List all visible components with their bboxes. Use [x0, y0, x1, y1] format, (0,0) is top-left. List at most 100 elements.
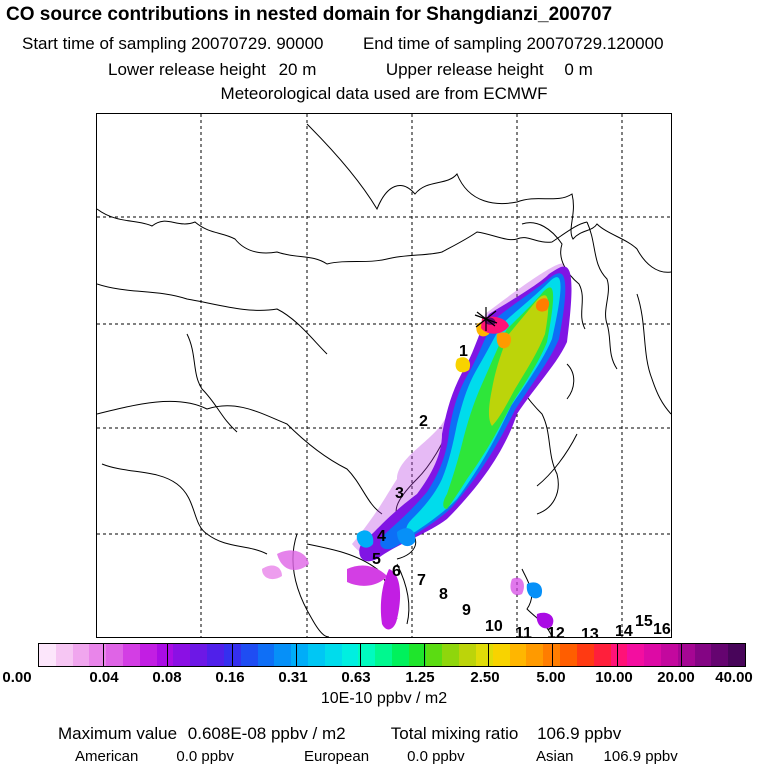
release-height-line: Lower release height 20 m Upper release …: [108, 60, 593, 80]
upper-height-value: 0 m: [564, 60, 593, 79]
color-scale-swatch: [728, 644, 745, 666]
color-scale-swatch: [157, 644, 173, 666]
end-time-value: 20070729.120000: [526, 34, 664, 53]
lower-height-value: 20 m: [278, 60, 317, 79]
scale-tick: 0.00: [2, 669, 32, 686]
color-scale-swatch: [325, 644, 342, 666]
color-scale-swatch: [678, 644, 695, 666]
scale-tick: 10.00: [595, 669, 633, 686]
color-scale-swatch: [442, 644, 459, 666]
color-scale-swatch: [627, 644, 644, 666]
total-mixing-label: Total mixing ratio: [390, 724, 519, 743]
color-scale-swatch: [258, 644, 274, 666]
asian-contribution: Asian 106.9 ppbv: [536, 748, 678, 765]
american-value: 0.0 ppbv: [176, 748, 234, 765]
segment-label: 13: [581, 626, 599, 637]
color-scale-swatch: [409, 644, 426, 666]
color-scale-swatch: [661, 644, 678, 666]
color-scale-swatch: [493, 644, 510, 666]
segment-label: 4: [377, 528, 386, 545]
segment-label: 6: [392, 563, 401, 580]
european-label: European: [304, 748, 370, 765]
color-scale-swatch: [106, 644, 123, 666]
receptor-site-marker: [474, 307, 498, 331]
map-frame: 1 2 3 4 5 6 7 8 9 10 11 12 13 14 15 16: [96, 113, 672, 638]
color-scale-swatch: [526, 644, 543, 666]
scale-tick: 2.50: [470, 669, 500, 686]
color-scale-swatch: [140, 644, 157, 666]
scale-tick: 40.00: [715, 669, 753, 686]
color-scale-divider: [488, 644, 489, 666]
color-scale-swatch: [308, 644, 325, 666]
color-scale-swatch: [358, 644, 375, 666]
map-title: CO source contributions in nested domain…: [6, 4, 613, 25]
concentration-plume: [262, 263, 572, 630]
american-contribution: American 0.0 ppbv: [75, 748, 234, 765]
total-mixing-value: 106.9 ppbv: [537, 724, 622, 743]
segment-label: 2: [419, 413, 428, 430]
color-scale-swatch: [173, 644, 190, 666]
color-scale-swatch: [89, 644, 106, 666]
color-scale-swatch: [342, 644, 358, 666]
color-scale-swatch: [123, 644, 140, 666]
asian-label: Asian: [536, 748, 574, 765]
color-scale-swatch: [207, 644, 224, 666]
color-scale-divider: [617, 644, 618, 666]
segment-label: 9: [462, 602, 471, 619]
european-value: 0.0 ppbv: [407, 748, 465, 765]
scale-tick: 5.00: [536, 669, 566, 686]
lat-lon-grid: [97, 114, 671, 637]
color-scale-swatch: [644, 644, 661, 666]
color-scale-swatch: [577, 644, 594, 666]
start-time-value: 20070729. 90000: [191, 34, 324, 53]
color-scale-swatch: [291, 644, 308, 666]
color-scale-swatch: [594, 644, 611, 666]
color-scale-swatch: [73, 644, 89, 666]
segment-label: 16: [653, 621, 671, 637]
color-scale-swatch: [510, 644, 526, 666]
max-value: 0.608E-08 ppbv / m2: [187, 724, 346, 743]
segment-label: 10: [485, 618, 503, 635]
european-contribution: European 0.0 ppbv: [304, 748, 465, 765]
color-scale-swatch: [426, 644, 442, 666]
start-time-label: Start time of sampling: [22, 34, 187, 53]
asian-value: 106.9 ppbv: [603, 748, 678, 765]
color-scale-divider: [232, 644, 233, 666]
segment-label: 14: [615, 623, 633, 637]
scale-tick: 0.04: [89, 669, 119, 686]
scale-units: 10E-10 ppbv / m2: [320, 690, 448, 707]
met-data-note: Meteorological data used are from ECMWF: [220, 84, 548, 103]
color-scale-swatch: [241, 644, 258, 666]
color-scale-swatch: [560, 644, 577, 666]
color-scale-divider: [424, 644, 425, 666]
color-scale-swatch: [39, 644, 56, 666]
scale-tick: 20.00: [657, 669, 695, 686]
color-scale-swatch: [190, 644, 207, 666]
american-label: American: [75, 748, 139, 765]
scale-tick: 0.08: [152, 669, 182, 686]
summary-line: Maximum value 0.608E-08 ppbv / m2 Total …: [58, 724, 621, 744]
color-scale-swatch: [711, 644, 728, 666]
color-scale-swatch: [695, 644, 711, 666]
scale-tick: 1.25: [405, 669, 435, 686]
color-scale-swatch: [459, 644, 476, 666]
segment-label: 5: [372, 551, 381, 568]
sampling-time-line: Start time of sampling 20070729. 90000 E…: [22, 34, 664, 54]
color-scale-divider: [681, 644, 682, 666]
color-scale-swatch: [375, 644, 392, 666]
segment-label: 3: [395, 485, 404, 502]
end-time-label: End time of sampling: [362, 34, 522, 53]
map-canvas: 1 2 3 4 5 6 7 8 9 10 11 12 13 14 15 16: [97, 114, 671, 637]
segment-label: 8: [439, 586, 448, 603]
color-scale-divider: [103, 644, 104, 666]
upper-height-label: Upper release height: [385, 60, 544, 79]
segment-label: 12: [547, 625, 565, 637]
max-value-label: Maximum value: [58, 724, 178, 743]
color-scale-swatch: [476, 644, 493, 666]
color-scale-divider: [296, 644, 297, 666]
coastlines-borders: [97, 123, 671, 637]
segment-label: 11: [515, 625, 532, 637]
scale-tick: 0.31: [278, 669, 308, 686]
scale-tick: 0.63: [341, 669, 371, 686]
segment-label: 15: [635, 613, 653, 630]
